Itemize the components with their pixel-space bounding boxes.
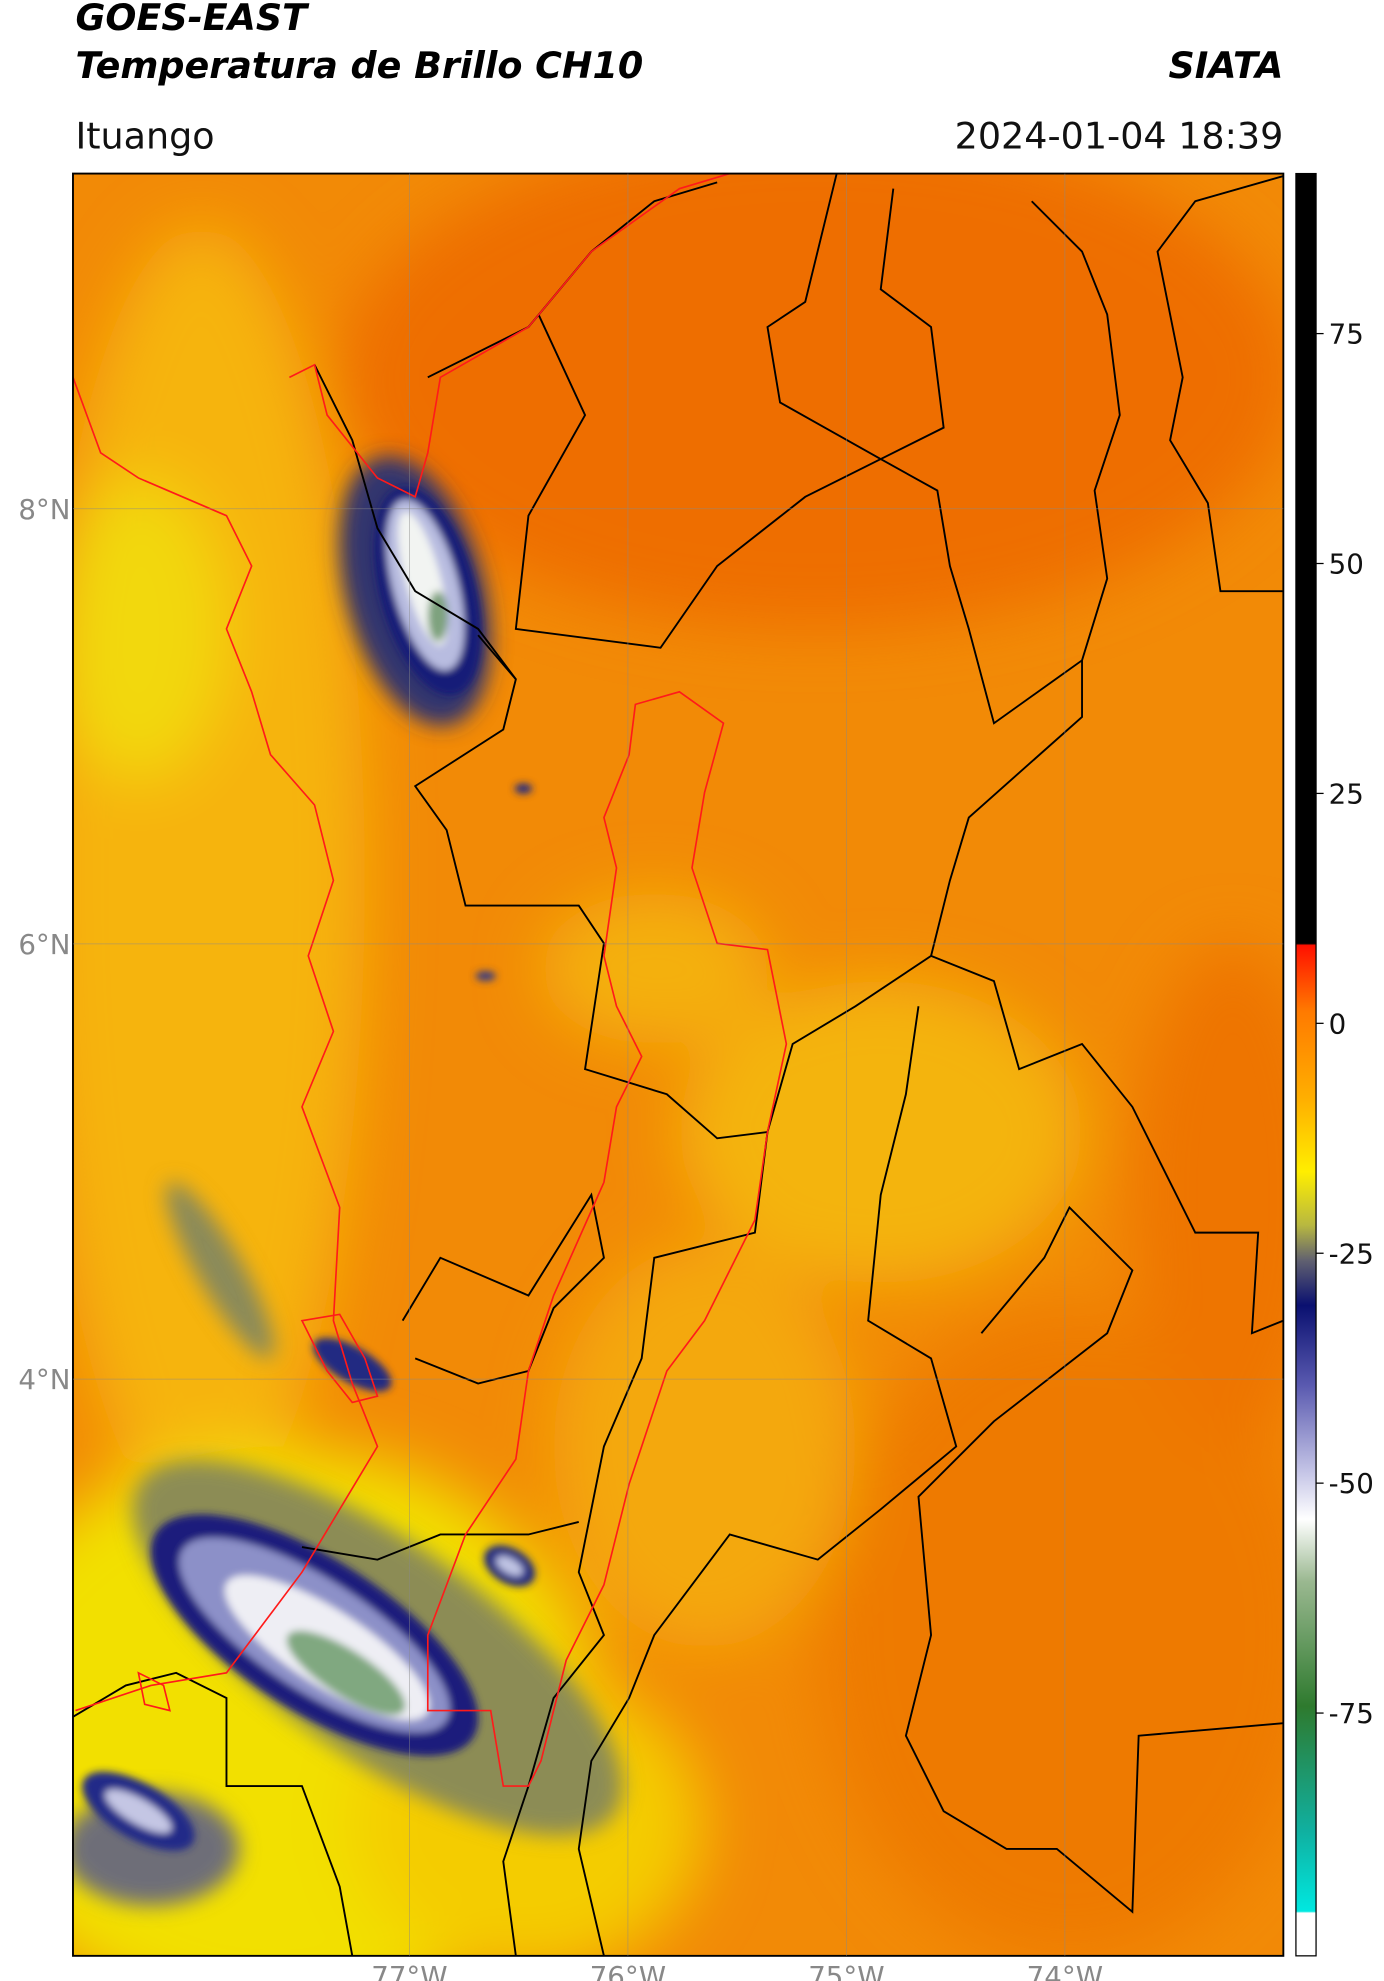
lon-label: 76°W [590, 1960, 666, 1981]
colorbar-tick-label: 75 [1329, 318, 1364, 351]
lon-label: 77°W [371, 1960, 447, 1981]
colorbar-tick-label: -25 [1329, 1237, 1374, 1270]
colorbar-tick-label: 50 [1329, 548, 1364, 581]
colorbar-tick-label: -50 [1329, 1467, 1374, 1500]
colorbar-tick-label: -75 [1329, 1697, 1374, 1730]
lat-label: 8°N [18, 493, 70, 526]
colorbar [1295, 172, 1317, 1957]
datetime: 2024-01-04 18:39 [955, 114, 1284, 157]
map-frame [72, 172, 1285, 1957]
satellite: GOES-EAST [75, 0, 310, 39]
location: Ituango [75, 114, 214, 157]
lon-label: 75°W [808, 1960, 884, 1981]
lat-label: 4°N [18, 1363, 70, 1396]
org: SIATA [1168, 44, 1283, 87]
satellite-image [72, 173, 1284, 1956]
lat-label: 6°N [18, 928, 70, 961]
product: Temperatura de Brillo CH10 [75, 44, 643, 87]
colorbar-tick-label: 0 [1329, 1007, 1347, 1040]
colorbar-tick-label: 25 [1329, 777, 1364, 810]
lon-label: 74°W [1027, 1960, 1103, 1981]
